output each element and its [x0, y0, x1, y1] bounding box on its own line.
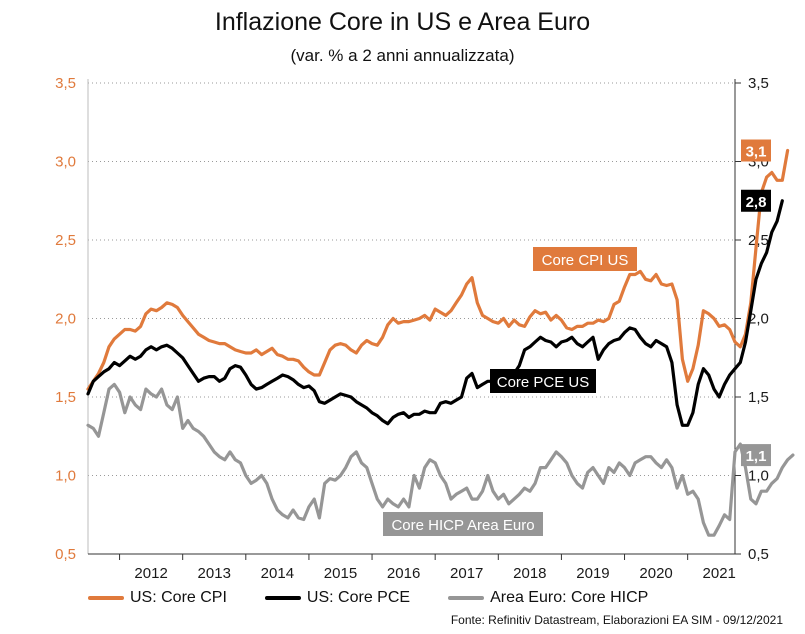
series-line-hicp	[86, 382, 795, 537]
left-tick-label: 3,5	[55, 75, 76, 92]
x-tick-label: 2013	[198, 565, 231, 582]
right-tick-label: 2,0	[748, 311, 769, 328]
right-y-axis: 3,53,02,52,01,51,00,5	[734, 75, 769, 563]
left-tick-label: 1,5	[55, 389, 76, 406]
right-tick-label: 3,5	[748, 75, 769, 92]
legend: US: Core CPI US: Core PCE Area Euro: Cor…	[88, 586, 686, 610]
legend-item-cpi: US: Core CPI	[88, 589, 227, 607]
chart-title: Inflazione Core in US e Area Euro	[214, 8, 591, 36]
chart-subtitle: (var. % a 2 anni annualizzata)	[290, 46, 515, 65]
right-tick-label: 0,5	[748, 546, 769, 563]
annotation-label-pce: Core PCE US	[497, 374, 590, 391]
end-label-pce: 2,8	[746, 194, 767, 211]
legend-label-pce: US: Core PCE	[306, 589, 411, 606]
series-line-cpi	[86, 148, 790, 391]
end-label-bg-hicp	[741, 444, 771, 467]
x-axis: 2012 2013 2014 2015 2016 2017 2018 2019 2020 2021	[88, 553, 736, 582]
legend-swatch-hicp	[448, 596, 485, 600]
x-tick-label: 2012	[134, 565, 167, 582]
series-layer	[86, 148, 795, 537]
legend-label-hicp: Area Euro: Core HICP	[490, 589, 649, 606]
x-tick-label: 2020	[639, 565, 672, 582]
legend-swatch-cpi	[88, 596, 124, 600]
left-y-axis: 3,5 3,0 2,5 2,0 1,5 1,0 0,5	[55, 75, 89, 563]
right-tick-label: 2,5	[748, 232, 769, 249]
end-label-bg-pce	[741, 189, 771, 212]
x-tick-label: 2021	[703, 565, 736, 582]
legend-swatch-pce	[264, 596, 301, 600]
x-tick-label: 2019	[576, 565, 609, 582]
right-tick-label: 1,0	[748, 468, 769, 485]
series-line-pce	[86, 199, 784, 427]
left-tick-label: 3,0	[55, 154, 76, 171]
legend-item-pce: US: Core PCE	[264, 589, 411, 607]
left-tick-label: 2,5	[55, 232, 76, 249]
annotation-box-pce	[490, 369, 596, 393]
legend-label-cpi: US: Core CPI	[130, 589, 227, 606]
source-note: Fonte: Refinitiv Datastream, Elaborazion…	[450, 613, 783, 627]
annotation-label-hicp: Core HICP Area Euro	[391, 517, 534, 534]
end-label-cpi: 3,1	[746, 144, 767, 161]
x-tick-label: 2016	[387, 565, 420, 582]
annotation-box-cpi	[533, 247, 637, 271]
annotation-box-hicp	[383, 512, 543, 536]
end-label-bg-cpi	[741, 139, 771, 162]
series-annotations: 3,1 2,8 1,1 Core CPI US Core PCE US Core HICP…	[383, 139, 771, 536]
left-tick-label: 1,0	[55, 468, 76, 485]
left-tick-label: 0,5	[55, 546, 76, 563]
x-tick-label: 2014	[261, 565, 294, 582]
left-tick-label: 2,0	[55, 311, 76, 328]
annotation-label-cpi: Core CPI US	[542, 252, 629, 269]
x-tick-label: 2017	[450, 565, 483, 582]
legend-item-hicp: Area Euro: Core HICP	[448, 589, 648, 607]
right-tick-label: 1,5	[748, 389, 769, 406]
x-tick-label: 2015	[324, 565, 357, 582]
end-label-hicp: 1,1	[746, 448, 767, 465]
x-tick-label: 2018	[513, 565, 546, 582]
